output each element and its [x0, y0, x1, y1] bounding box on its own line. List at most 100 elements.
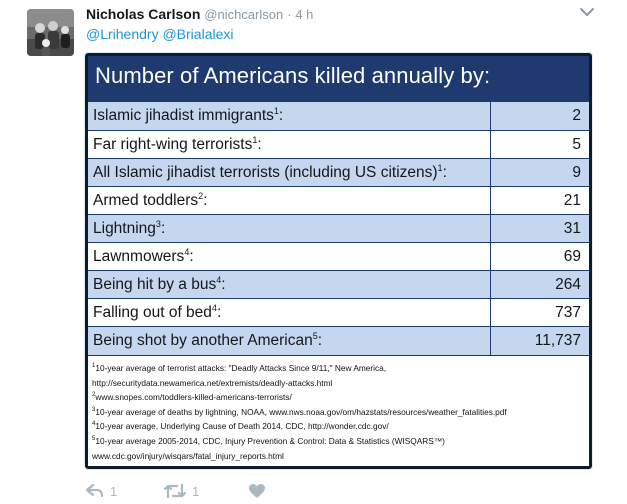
author-name[interactable]: Nicholas Carlson	[86, 6, 201, 22]
row-label-text: All Islamic jihadist terrorists (includi…	[93, 164, 438, 181]
mention-link[interactable]: @Brialalexi	[162, 26, 234, 42]
row-value: 21	[563, 192, 581, 209]
mention-link[interactable]: @Lrihendry	[86, 26, 159, 42]
table-row: Far right-wing terrorists1: 5	[88, 131, 589, 159]
footnote-ref: 1	[437, 162, 443, 173]
footnote-line: 410-year average, Underlying Cause of De…	[92, 419, 587, 434]
footnote-line: http://securitydata.newamerica.net/extre…	[92, 376, 587, 391]
footnote-number: 1	[92, 363, 96, 370]
like-button[interactable]	[248, 483, 272, 499]
row-label-colon: :	[160, 220, 166, 237]
footnote-text: www.cdc.gov/injury/wisqars/fatal_injury_…	[92, 450, 284, 461]
row-value: 2	[572, 107, 581, 124]
table-row: Islamic jihadist immigrants1: 2	[88, 102, 589, 131]
retweet-count: 1	[192, 483, 200, 499]
footnote-text: 10-year average 2005-2014, CDC, Injury P…	[95, 435, 445, 446]
footnote-text: 10-year average of deaths by lightning, …	[95, 406, 507, 417]
row-label-colon: :	[189, 248, 194, 265]
footnote-ref: 4	[184, 246, 190, 257]
reply-icon	[86, 483, 104, 498]
tweet-header: Nicholas Carlson @nichcarlson · 4 h	[86, 6, 313, 22]
tweet-media-image[interactable]: Number of Americans killed annually by: …	[85, 53, 592, 469]
footnote-line: www.cdc.gov/injury/wisqars/fatal_injury_…	[92, 449, 587, 464]
row-value: 11,737	[534, 332, 581, 349]
table-row: Lightning3: 31	[88, 215, 589, 243]
heart-icon	[249, 484, 265, 498]
reply-mentions: @Lrihendry @Brialalexi	[86, 26, 233, 42]
author-handle[interactable]: @nichcarlson	[204, 7, 284, 22]
retweet-button[interactable]: 1	[164, 483, 199, 499]
row-label-text: Being hit by a bus	[93, 276, 217, 293]
footnote-ref: 3	[155, 218, 161, 229]
avatar[interactable]	[27, 9, 74, 56]
footnote-number: 2	[92, 392, 96, 399]
footnote-line: 510-year average 2005-2014, CDC, Injury …	[92, 434, 587, 449]
row-label-text: Lawnmowers	[93, 248, 185, 265]
row-label-text: Armed toddlers	[93, 192, 199, 209]
avatar-photo	[27, 9, 74, 56]
reply-button[interactable]: 1	[86, 483, 117, 499]
image-content: Number of Americans killed annually by: …	[88, 56, 589, 466]
footnote-line: 110-year average of terrorist attacks: "…	[92, 361, 587, 376]
row-value: 737	[555, 304, 581, 321]
footnote-line: 310-year average of deaths by lightning,…	[92, 405, 587, 420]
row-value: 264	[555, 276, 581, 293]
table-row: Armed toddlers2: 21	[88, 187, 589, 215]
footnote-text: 10-year average, Underlying Cause of Dea…	[95, 421, 389, 432]
row-value: 69	[563, 248, 581, 265]
table-row: Lawnmowers4: 69	[88, 243, 589, 271]
row-label-text: Being shot by another American	[93, 332, 313, 349]
row-label: Falling out of bed4:	[88, 299, 491, 326]
footnote-text: http://securitydata.newamerica.net/extre…	[92, 377, 333, 388]
row-label-colon: :	[442, 164, 447, 181]
row-label: Lawnmowers4:	[88, 243, 491, 270]
table-title: Number of Americans killed annually by:	[95, 63, 491, 88]
footnote-ref: 1	[273, 105, 279, 116]
row-label-colon: :	[278, 107, 284, 124]
separator-dot: ·	[287, 7, 292, 22]
row-label: Islamic jihadist immigrants1:	[88, 102, 491, 130]
image-frame: Number of Americans killed annually by: …	[85, 53, 592, 469]
row-label-text: Falling out of bed	[93, 304, 212, 321]
row-label-text: Far right-wing terrorists	[93, 136, 253, 153]
row-label-text: Islamic jihadist immigrants	[93, 107, 274, 124]
footnote-line: 2www.snopes.com/toddlers-killed-american…	[92, 390, 587, 405]
footnote-ref: 1	[252, 134, 258, 145]
row-label-text: Lightning	[93, 220, 156, 237]
row-label-colon: :	[257, 136, 262, 153]
footnote-text: 10-year average of terrorist attacks: "D…	[95, 363, 387, 373]
table-row: Falling out of bed4: 737	[88, 299, 589, 327]
row-label: All Islamic jihadist terrorists (includi…	[88, 159, 491, 186]
row-label-colon: :	[216, 304, 222, 321]
tweet-actions: 1 1	[86, 483, 286, 501]
table-row: All Islamic jihadist terrorists (includi…	[88, 159, 589, 187]
row-label: Far right-wing terrorists1:	[88, 131, 491, 158]
row-label-colon: :	[221, 276, 226, 293]
retweet-icon	[164, 483, 186, 499]
footnote-text: www.snopes.com/toddlers-killed-americans…	[95, 392, 292, 403]
footnote-ref: 5	[312, 330, 318, 341]
footnote-number: 5	[92, 436, 96, 443]
table-row: Being shot by another American5: 11,737	[88, 327, 589, 356]
tweet-timestamp[interactable]: 4 h	[295, 7, 314, 22]
row-label: Being hit by a bus4:	[88, 271, 491, 298]
footnote-number: 4	[92, 421, 96, 428]
row-label: Lightning3:	[88, 215, 491, 242]
row-label-colon: :	[203, 192, 208, 209]
row-label: Armed toddlers2:	[88, 187, 491, 214]
footnote-number: 3	[92, 407, 96, 414]
row-label-colon: :	[317, 332, 323, 349]
footnotes: 110-year average of terrorist attacks: "…	[92, 361, 587, 463]
table-title-band: Number of Americans killed annually by:	[88, 56, 589, 102]
row-value: 5	[572, 136, 581, 153]
footnote-ref: 4	[216, 274, 222, 285]
reply-count: 1	[110, 483, 118, 499]
chevron-down-icon[interactable]	[579, 5, 595, 19]
row-value: 9	[572, 164, 581, 181]
footnote-ref: 2	[198, 190, 204, 201]
table-body: Islamic jihadist immigrants1: 2 Far right-…	[88, 102, 589, 356]
row-value: 31	[563, 220, 581, 237]
footnote-ref: 4	[211, 302, 217, 313]
row-label: Being shot by another American5:	[88, 327, 491, 355]
table-row: Being hit by a bus4: 264	[88, 271, 589, 299]
